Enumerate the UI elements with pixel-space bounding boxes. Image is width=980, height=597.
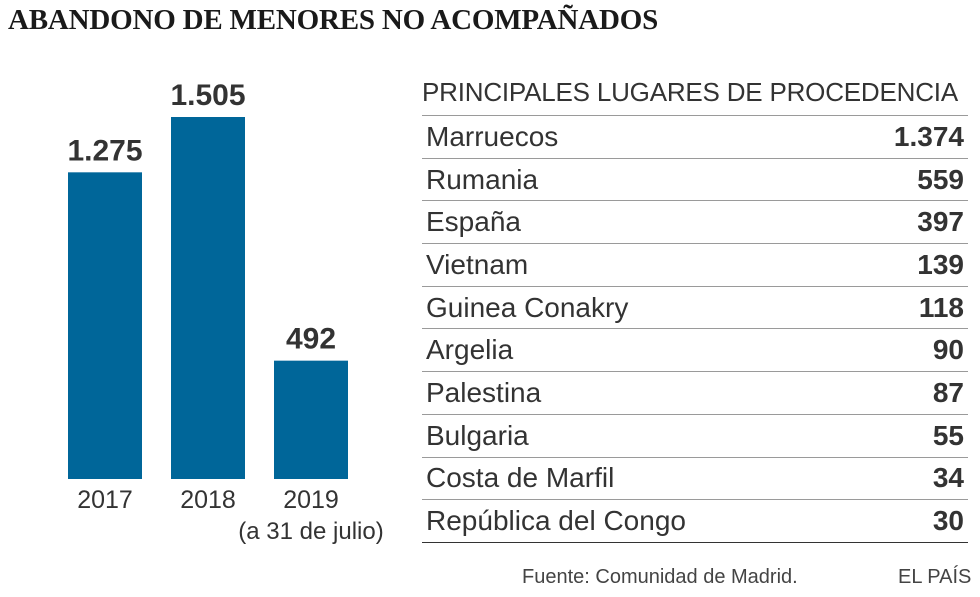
country-name: España [426, 206, 521, 238]
bar-chart: 1.275 2017 1.505 2018 492 2019 (a 31 de julio) [67, 79, 383, 545]
country-name: Argelia [426, 334, 514, 366]
country-value: 55 [932, 419, 964, 451]
table-row: Argelia 90 [422, 329, 968, 373]
country-name: Rumania [426, 163, 539, 195]
country-value: 559 [917, 163, 964, 195]
table-row: España 397 [422, 201, 968, 245]
country-name: Guinea Conakry [426, 291, 629, 323]
country-value: 397 [917, 206, 964, 238]
country-value: 90 [932, 334, 964, 366]
country-value: 30 [932, 505, 964, 537]
country-name: Costa de Marfil [426, 462, 615, 494]
country-name: Palestina [426, 376, 542, 408]
table-row: Vietnam 139 [422, 244, 968, 287]
source-note: Fuente: Comunidad de Madrid. [522, 566, 798, 588]
table-row: República del Congo 30 [422, 500, 968, 543]
table-rows: Marruecos 1.374 Rumania 559 España 397 Vietnam… [422, 116, 968, 543]
country-value: 87 [932, 376, 964, 408]
bar-2017 [68, 172, 142, 479]
bar-2019 [274, 360, 348, 479]
country-name: Bulgaria [426, 419, 529, 451]
category-label: 2017 [77, 486, 133, 514]
table-row: Palestina 87 [422, 372, 968, 415]
category-label: 2018 [180, 486, 236, 514]
category-label: 2019 [283, 486, 339, 514]
category-note: (a 31 de julio) [238, 518, 383, 545]
table-row: Bulgaria 55 [422, 415, 968, 458]
table-row: Rumania 559 [422, 159, 968, 202]
country-value: 34 [932, 462, 964, 494]
country-name: Marruecos [426, 120, 559, 152]
brand-name: EL PAÍS [898, 566, 972, 588]
country-value: 118 [918, 291, 964, 323]
chart-title: ABANDONO DE MENORES NO ACOMPAÑADOS [8, 4, 659, 36]
origin-table: PRINCIPALES LUGARES DE PROCEDENCIA Marru… [422, 72, 968, 543]
table-row: Costa de Marfil 34 [422, 458, 968, 501]
bar-value-label: 1.505 [170, 79, 245, 112]
bar-value-label: 492 [286, 323, 336, 356]
table-row: Guinea Conakry 118 [422, 287, 968, 330]
table-row: Marruecos 1.374 [422, 116, 968, 159]
country-name: República del Congo [426, 505, 686, 537]
table-title: PRINCIPALES LUGARES DE PROCEDENCIA [422, 72, 968, 116]
country-value: 139 [917, 248, 964, 280]
bar-2018 [171, 117, 245, 479]
country-value: 1.374 [893, 120, 964, 152]
country-name: Vietnam [426, 248, 529, 280]
bar-value-label: 1.275 [67, 134, 142, 167]
